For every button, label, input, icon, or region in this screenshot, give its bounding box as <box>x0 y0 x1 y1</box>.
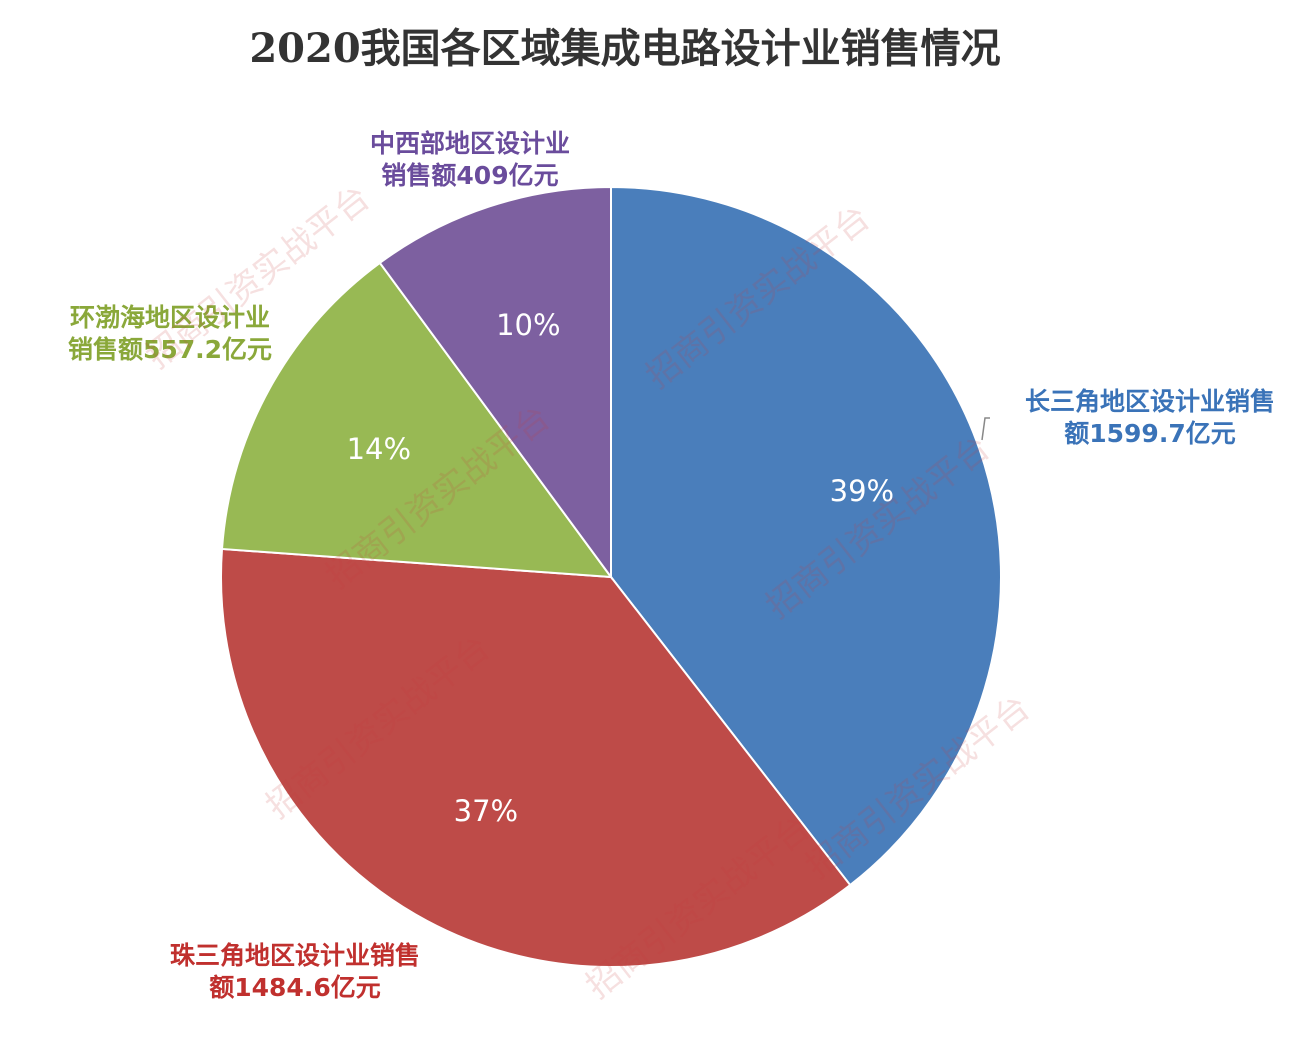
slice-label-yangtze-line2: 额1599.7亿元 <box>1064 419 1236 448</box>
pct-label-bohai: 14% <box>347 432 411 466</box>
slice-label-pearl-line1: 珠三角地区设计业销售 <box>169 941 420 970</box>
pie-slice-bohai <box>220 261 614 579</box>
slice-label-bohai: 环渤海地区设计业 销售额557.2亿元 <box>50 302 290 366</box>
leader-line <box>981 417 990 441</box>
slice-label-bohai-line2: 销售额557.2亿元 <box>67 335 273 364</box>
pie-slice-yangtze <box>610 185 1002 887</box>
slice-label-bohai-line1: 环渤海地区设计业 <box>69 303 270 332</box>
slice-label-pearl-line2: 额1484.6亿元 <box>209 973 381 1002</box>
slice-label-midwest-line1: 中西部地区设计业 <box>369 129 570 158</box>
pct-label-midwest: 10% <box>496 308 560 342</box>
pct-label-yangtze: 39% <box>830 474 894 508</box>
slice-label-yangtze: 长三角地区设计业销售 额1599.7亿元 <box>1010 386 1290 450</box>
pie-slice-midwest <box>378 185 612 581</box>
slice-label-pearl: 珠三角地区设计业销售 额1484.6亿元 <box>150 940 440 1004</box>
slice-label-midwest: 中西部地区设计业 销售额409亿元 <box>340 128 600 192</box>
chart-title: 2020我国各区域集成电路设计业销售情况 <box>249 25 1001 72</box>
slice-label-midwest-line2: 销售额409亿元 <box>381 161 559 190</box>
pie-slice-pearl <box>220 547 852 968</box>
slice-label-yangtze-line1: 长三角地区设计业销售 <box>1024 387 1275 416</box>
pct-label-pearl: 37% <box>454 794 518 828</box>
